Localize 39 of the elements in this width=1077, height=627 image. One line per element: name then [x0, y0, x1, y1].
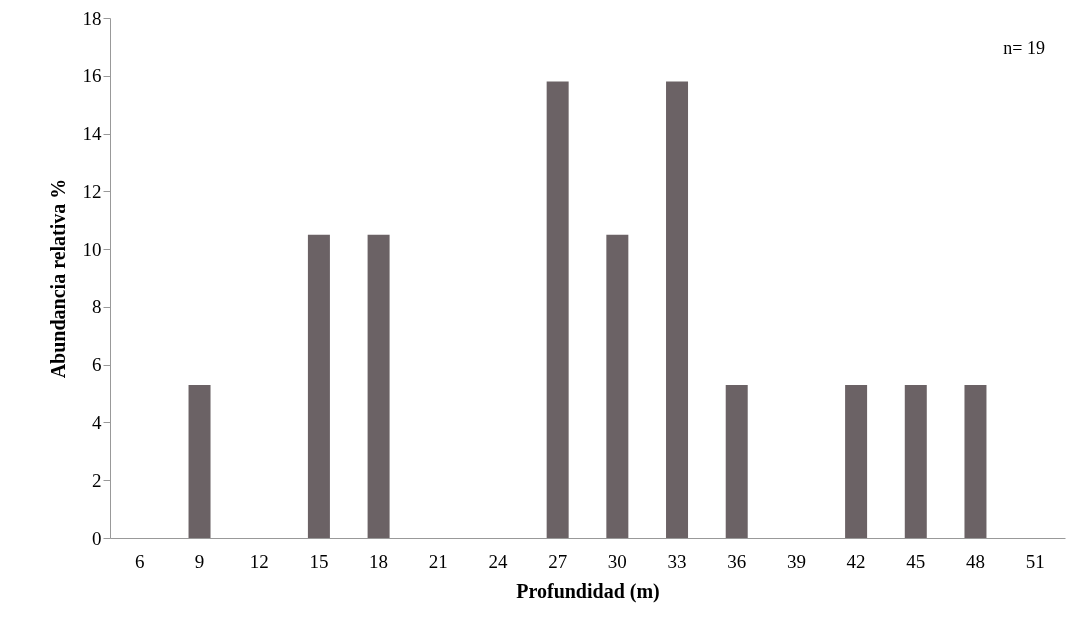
bar: [964, 384, 987, 538]
bar: [188, 384, 211, 538]
bar: [725, 384, 748, 538]
x-tick-label: 18: [369, 550, 389, 572]
bar: [367, 234, 390, 538]
annotation: n= 19: [1003, 38, 1045, 58]
x-tick-label: 21: [428, 550, 448, 572]
bar: [904, 384, 927, 538]
x-tick-label: 30: [607, 550, 627, 572]
y-axis-title: Abundancia relativa %: [46, 178, 69, 379]
x-axis-title: Profundidad (m): [516, 579, 660, 603]
x-tick-label: 12: [249, 550, 269, 572]
x-tick-label: 27: [548, 550, 568, 572]
x-tick-label: 6: [135, 550, 145, 572]
y-tick-label: 0: [92, 527, 102, 549]
x-tick-label: 42: [846, 550, 866, 572]
y-tick-label: 16: [82, 65, 102, 87]
y-tick-label: 12: [82, 180, 102, 202]
bar: [606, 234, 629, 538]
x-tick-label: 24: [488, 550, 508, 572]
bar: [666, 81, 689, 538]
y-tick-label: 8: [92, 296, 102, 318]
bar: [546, 81, 569, 538]
y-tick-label: 10: [82, 238, 102, 260]
x-tick-label: 33: [667, 550, 687, 572]
y-tick-label: 4: [92, 411, 102, 433]
bar: [307, 234, 330, 538]
x-tick-label: 48: [965, 550, 985, 572]
x-tick-label: 36: [727, 550, 747, 572]
y-tick-label: 2: [92, 469, 102, 491]
x-tick-label: 45: [906, 550, 926, 572]
x-tick-label: 15: [309, 550, 329, 572]
bar: [845, 384, 868, 538]
y-tick-label: 14: [82, 123, 102, 145]
y-tick-label: 6: [92, 354, 102, 376]
y-tick-label: 18: [82, 7, 102, 29]
x-tick-label: 39: [786, 550, 806, 572]
x-tick-label: 9: [194, 550, 205, 572]
x-tick-label: 51: [1025, 550, 1045, 572]
